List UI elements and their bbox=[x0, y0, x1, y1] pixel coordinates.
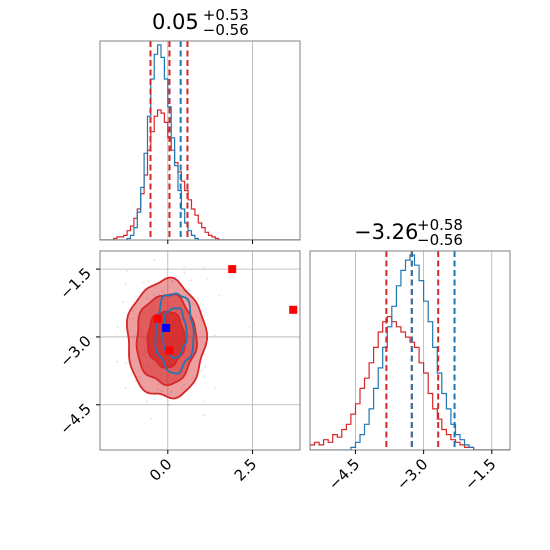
sample-point bbox=[175, 276, 177, 278]
scatter-xtick-label-1: 2.5 bbox=[231, 455, 261, 485]
sample-point bbox=[191, 377, 194, 379]
p2-frame bbox=[309, 250, 511, 451]
sample-point bbox=[116, 326, 119, 328]
sample-point bbox=[161, 290, 164, 293]
sample-point bbox=[248, 325, 251, 328]
scatter-ytick-label-0: −1.5 bbox=[56, 264, 94, 302]
p2-xtick-label-1: −3.0 bbox=[393, 455, 431, 493]
sample-point bbox=[190, 279, 192, 281]
sample-point bbox=[192, 303, 195, 306]
red-marker-2 bbox=[153, 314, 162, 323]
sample-point bbox=[183, 272, 186, 275]
p2-title-plus: +0.58 bbox=[417, 216, 463, 234]
sample-point bbox=[213, 334, 216, 337]
histogram-param2-panel bbox=[309, 250, 511, 454]
sample-point bbox=[150, 417, 153, 420]
blue-contour-0 bbox=[161, 307, 188, 359]
hist-p2-red bbox=[310, 316, 510, 450]
sample-point bbox=[147, 280, 150, 283]
red-marker-0 bbox=[228, 265, 237, 274]
sample-point bbox=[124, 283, 127, 285]
scatter-clipped-content bbox=[107, 232, 298, 453]
blue-marker-0 bbox=[162, 323, 171, 332]
sample-point bbox=[203, 353, 206, 355]
sample-point bbox=[183, 383, 185, 386]
scatter-xtick-label-0: 0.0 bbox=[146, 455, 176, 485]
sample-point bbox=[157, 388, 159, 391]
p2-xtick-label-0: −4.5 bbox=[325, 455, 363, 493]
sample-point bbox=[156, 383, 159, 386]
sample-point bbox=[116, 360, 119, 363]
sample-point bbox=[202, 266, 205, 269]
sample-point bbox=[204, 413, 206, 416]
hist-p1-blue bbox=[100, 44, 300, 240]
p1-title-minus: −0.56 bbox=[203, 21, 249, 39]
sample-point bbox=[107, 451, 109, 453]
sample-point bbox=[183, 265, 186, 268]
blue-contour-1 bbox=[154, 292, 195, 375]
sample-point bbox=[203, 375, 205, 377]
sample-point bbox=[147, 390, 150, 393]
sample-point bbox=[161, 389, 164, 392]
p2-xtick-label-2: −1.5 bbox=[461, 455, 499, 493]
sample-point bbox=[154, 232, 156, 234]
sample-point bbox=[200, 341, 203, 343]
sample-point bbox=[218, 294, 220, 297]
sample-point bbox=[132, 317, 134, 320]
sample-point bbox=[153, 399, 156, 401]
sample-point bbox=[202, 414, 205, 417]
hist-p1-red bbox=[100, 109, 300, 240]
sample-point bbox=[162, 385, 165, 388]
sample-point bbox=[153, 294, 155, 296]
sample-point bbox=[121, 244, 123, 246]
panel-titles: 0.05 +0.53−0.56−3.26+0.58−0.56 bbox=[152, 6, 463, 249]
sample-point bbox=[171, 280, 173, 283]
sample-point bbox=[145, 400, 148, 403]
sample-point bbox=[203, 343, 205, 345]
sample-point bbox=[171, 390, 173, 393]
scatter-ytick-label-1: −3.0 bbox=[56, 332, 94, 370]
sample-point bbox=[200, 369, 203, 372]
sample-point bbox=[134, 334, 136, 337]
sample-point bbox=[158, 293, 161, 296]
sample-point bbox=[142, 281, 145, 284]
hist-p2-blue bbox=[310, 254, 510, 450]
sample-point bbox=[153, 259, 156, 262]
sample-point bbox=[149, 298, 152, 301]
sample-point bbox=[132, 309, 135, 312]
histogram-param1-panel bbox=[99, 40, 301, 244]
p1-title-value: 0.05 bbox=[152, 10, 199, 34]
sample-point bbox=[168, 404, 171, 406]
tick-labels: 0.0 2.5 −4.5 −3.0 −1.5 −1.5 −3.0 −4.5 bbox=[56, 264, 499, 493]
sample-point bbox=[206, 278, 209, 281]
sample-point bbox=[160, 390, 163, 393]
p1-frame bbox=[99, 40, 301, 241]
sample-point bbox=[139, 376, 142, 379]
sample-point bbox=[122, 300, 124, 303]
p2-title-minus: −0.56 bbox=[417, 231, 463, 249]
red-marker-3 bbox=[165, 346, 174, 355]
sample-point bbox=[134, 380, 136, 382]
sample-point bbox=[124, 386, 127, 389]
sample-point bbox=[181, 386, 184, 389]
sample-point bbox=[126, 270, 129, 272]
sample-point bbox=[204, 366, 207, 368]
scatter-frame bbox=[99, 250, 301, 451]
red-marker-1 bbox=[289, 305, 298, 314]
sample-point bbox=[202, 400, 205, 403]
sample-point bbox=[197, 296, 199, 299]
sample-point bbox=[125, 362, 127, 364]
sample-point bbox=[146, 297, 149, 300]
scatter-ytick-label-2: −4.5 bbox=[56, 400, 94, 438]
p2-title-value: −3.26 bbox=[354, 220, 418, 244]
sample-point bbox=[169, 391, 172, 393]
p1-title-plus: +0.53 bbox=[203, 6, 249, 24]
sample-point bbox=[195, 315, 198, 317]
scatter-2d-panel bbox=[96, 232, 301, 454]
sample-point bbox=[189, 289, 191, 292]
sample-point bbox=[171, 280, 174, 283]
sample-point bbox=[214, 386, 217, 389]
